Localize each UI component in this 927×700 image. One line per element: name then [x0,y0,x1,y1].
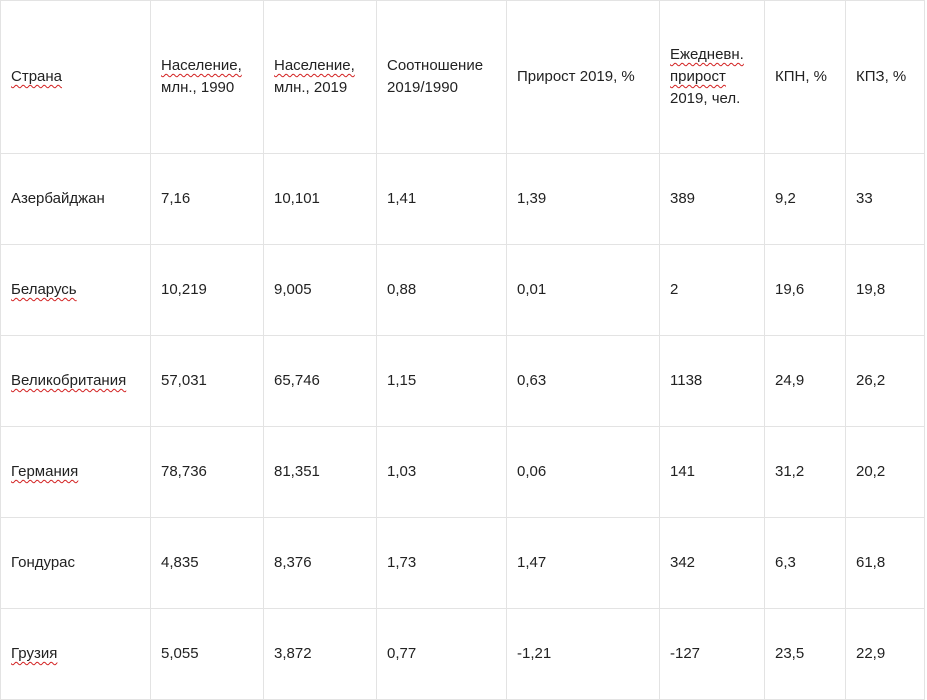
header-population-1990-line1: Население, [161,57,242,74]
country-cell: Беларусь [0,244,151,336]
header-ratio-line1: Соотношение [387,57,484,74]
header-kpn-label: КПН, % [775,68,828,85]
header-population-1990: Население, млн., 1990 [150,0,264,154]
country-name: Великобритания [11,372,127,389]
growth-cell: 0,06 [506,426,660,518]
header-population-2019-line1: Население, [274,57,355,74]
country-cell: Германия [0,426,151,518]
kpz-cell: 61,8 [845,517,925,609]
growth-cell: 1,39 [506,153,660,245]
growth-cell: 1,47 [506,517,660,609]
table-row: Азербайджан 7,16 10,101 1,41 1,39 389 9,… [0,153,925,245]
header-ratio-line2: 2019/1990 [387,79,458,96]
kpn-cell: 19,6 [764,244,846,336]
country-cell: Азербайджан [0,153,151,245]
header-kpz-label: КПЗ, % [856,68,907,85]
header-growth-2019-label: Прирост 2019, % [517,68,635,85]
kpn-cell: 31,2 [764,426,846,518]
header-daily-growth-line2: прирост [670,68,726,85]
daily-growth-cell: -127 [659,608,765,700]
population-1990-cell: 57,031 [150,335,264,427]
ratio-cell: 0,77 [376,608,507,700]
growth-cell: 0,63 [506,335,660,427]
header-row: Страна Население, млн., 1990 Население, … [0,0,925,154]
table-row: Германия 78,736 81,351 1,03 0,06 141 31,… [0,426,925,518]
kpn-cell: 24,9 [764,335,846,427]
population-1990-cell: 4,835 [150,517,264,609]
table-row: Беларусь 10,219 9,005 0,88 0,01 2 19,6 1… [0,244,925,336]
ratio-cell: 1,15 [376,335,507,427]
population-1990-cell: 78,736 [150,426,264,518]
daily-growth-cell: 2 [659,244,765,336]
daily-growth-cell: 141 [659,426,765,518]
kpn-cell: 23,5 [764,608,846,700]
population-1990-cell: 7,16 [150,153,264,245]
daily-growth-cell: 389 [659,153,765,245]
kpz-cell: 20,2 [845,426,925,518]
kpn-cell: 6,3 [764,517,846,609]
header-country: Страна [0,0,151,154]
kpz-cell: 26,2 [845,335,925,427]
ratio-cell: 0,88 [376,244,507,336]
table-row: Великобритания 57,031 65,746 1,15 0,63 1… [0,335,925,427]
header-daily-growth-line3: 2019, чел. [670,90,741,107]
country-name: Грузия [11,645,58,662]
kpz-cell: 22,9 [845,608,925,700]
header-kpz: КПЗ, % [845,0,925,154]
header-population-1990-line2: млн., 1990 [161,79,235,96]
population-2019-cell: 9,005 [263,244,377,336]
country-name: Германия [11,463,79,480]
country-cell: Великобритания [0,335,151,427]
table-row: Гондурас 4,835 8,376 1,73 1,47 342 6,3 6… [0,517,925,609]
header-daily-growth: Ежедневн. прирост 2019, чел. [659,0,765,154]
population-2019-cell: 10,101 [263,153,377,245]
kpz-cell: 19,8 [845,244,925,336]
ratio-cell: 1,41 [376,153,507,245]
growth-cell: 0,01 [506,244,660,336]
ratio-cell: 1,73 [376,517,507,609]
country-cell: Гондурас [0,517,151,609]
header-country-label: Страна [11,68,63,85]
population-2019-cell: 3,872 [263,608,377,700]
header-growth-2019: Прирост 2019, % [506,0,660,154]
kpz-cell: 33 [845,153,925,245]
table-row: Грузия 5,055 3,872 0,77 -1,21 -127 23,5 … [0,608,925,700]
header-daily-growth-line1: Ежедневн. [670,46,744,63]
daily-growth-cell: 1138 [659,335,765,427]
kpn-cell: 9,2 [764,153,846,245]
header-kpn: КПН, % [764,0,846,154]
header-population-2019: Население, млн., 2019 [263,0,377,154]
population-2019-cell: 8,376 [263,517,377,609]
population-2019-cell: 65,746 [263,335,377,427]
header-ratio: Соотношение 2019/1990 [376,0,507,154]
growth-cell: -1,21 [506,608,660,700]
country-cell: Грузия [0,608,151,700]
population-1990-cell: 5,055 [150,608,264,700]
country-name: Беларусь [11,281,77,298]
population-2019-cell: 81,351 [263,426,377,518]
header-population-2019-line2: млн., 2019 [274,79,348,96]
ratio-cell: 1,03 [376,426,507,518]
population-1990-cell: 10,219 [150,244,264,336]
daily-growth-cell: 342 [659,517,765,609]
